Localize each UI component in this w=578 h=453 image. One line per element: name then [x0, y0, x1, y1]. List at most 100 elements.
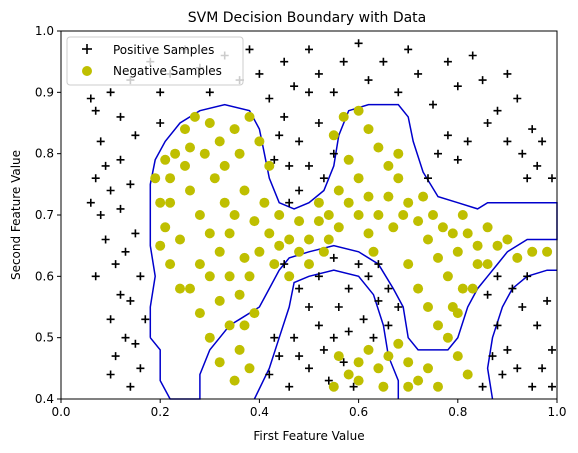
negative-sample-point-37	[383, 191, 394, 202]
positive-sample-point-96	[305, 364, 313, 373]
positive-sample-point-27	[131, 131, 140, 140]
negative-sample-point-5	[175, 283, 185, 294]
negative-sample-point-81	[185, 283, 195, 294]
legend-box	[66, 36, 244, 86]
negative-sample-point-13	[229, 124, 240, 135]
positive-sample-point-78	[285, 161, 294, 170]
negative-sample-point-98	[353, 357, 364, 368]
positive-sample-point-102	[364, 272, 373, 281]
positive-sample-point-4	[91, 174, 100, 183]
negative-sample-point-29	[304, 234, 314, 245]
positive-sample-point-89	[295, 284, 304, 293]
positive-sample-point-90	[305, 303, 313, 311]
negative-sample-point-85	[175, 234, 185, 245]
negative-sample-point-66	[373, 142, 384, 153]
negative-sample-point-74	[224, 320, 235, 331]
negative-sample-point-26	[274, 210, 285, 220]
negative-sample-point-54	[413, 283, 424, 294]
y-tick-label-4: 0.8	[35, 147, 54, 161]
positive-sample-point-72	[523, 174, 532, 183]
positive-sample-point-111	[384, 284, 393, 293]
negative-sample-point-46	[472, 240, 483, 251]
negative-sample-point-32	[333, 222, 344, 233]
positive-sample-point-8	[101, 235, 110, 244]
negative-sample-point-114	[482, 259, 493, 270]
positive-sample-point-132	[548, 382, 556, 391]
y-tick-label-6: 1.0	[35, 24, 54, 38]
negative-sample-point-110	[403, 381, 414, 392]
negative-sample-point-75	[234, 344, 245, 355]
positive-sample-point-54	[429, 100, 437, 109]
positive-sample-point-82	[295, 186, 304, 195]
negative-sample-point-124	[239, 252, 250, 263]
negative-sample-point-59	[462, 369, 473, 380]
negative-sample-point-16	[264, 160, 275, 171]
negative-sample-point-125	[274, 240, 285, 251]
y-tick-label-5: 0.9	[35, 85, 54, 99]
negative-sample-point-67	[383, 160, 394, 171]
negative-sample-point-127	[318, 246, 329, 257]
negative-sample-point-133	[437, 222, 448, 233]
positive-sample-point-107	[344, 327, 353, 336]
negative-sample-point-42	[433, 252, 443, 263]
positive-sample-point-88	[280, 260, 289, 269]
negative-sample-point-99	[363, 344, 374, 355]
positive-sample-point-113	[374, 260, 383, 269]
y-tick-label-1: 0.5	[35, 331, 54, 345]
negative-samples-series	[150, 105, 553, 392]
positive-sample-point-3	[101, 161, 110, 170]
legend-label-negative: Negative Samples	[113, 64, 222, 78]
negative-sample-point-51	[527, 246, 538, 257]
positive-sample-point-40	[255, 69, 264, 78]
negative-sample-point-80	[194, 308, 205, 319]
positive-sample-point-126	[518, 303, 527, 311]
positive-sample-point-12	[106, 315, 115, 324]
negative-sample-point-18	[194, 210, 205, 220]
negative-sample-point-61	[457, 283, 468, 294]
negative-sample-point-79	[204, 332, 215, 343]
negative-sample-point-23	[244, 271, 255, 282]
positive-sample-point-125	[533, 321, 542, 330]
positive-sample-point-114	[314, 272, 323, 281]
chart-title: SVM Decision Boundary with Data	[188, 10, 427, 26]
positive-sample-point-131	[543, 296, 552, 305]
negative-sample-point-122	[160, 154, 171, 165]
positive-sample-point-109	[339, 358, 348, 367]
x-tick-label-4: 0.8	[448, 405, 467, 419]
negative-sample-point-115	[313, 197, 324, 208]
negative-sample-point-43	[442, 271, 453, 282]
negative-sample-point-6	[170, 148, 181, 159]
negative-sample-point-49	[502, 234, 513, 245]
negative-sample-point-4	[165, 259, 176, 270]
positive-sample-point-28	[116, 112, 125, 121]
negative-sample-point-36	[373, 210, 384, 220]
negative-sample-point-73	[214, 295, 225, 306]
positive-sample-point-77	[305, 161, 313, 170]
y-axis-label: Second Feature Value	[9, 150, 23, 280]
negative-sample-point-10	[214, 136, 225, 147]
positive-sample-point-68	[453, 155, 462, 164]
positive-sample-point-81	[305, 88, 313, 97]
positive-sample-point-64	[518, 149, 527, 158]
x-tick-label-2: 0.4	[250, 405, 269, 419]
negative-sample-point-94	[249, 308, 260, 319]
negative-sample-point-120	[185, 142, 195, 153]
positive-sample-point-130	[488, 352, 497, 361]
positive-sample-point-7	[86, 198, 95, 207]
negative-sample-point-53	[403, 259, 414, 270]
negative-sample-point-14	[244, 111, 255, 122]
positive-sample-point-76	[295, 137, 304, 146]
negative-sample-point-30	[313, 216, 324, 227]
negative-sample-point-84	[239, 185, 250, 196]
legend: Positive Samples Negative Samples	[66, 36, 244, 86]
negative-sample-point-0	[150, 173, 161, 184]
negative-sample-point-52	[542, 246, 553, 257]
legend-marker-negative	[82, 66, 92, 76]
positive-sample-point-73	[533, 161, 542, 170]
positive-sample-point-42	[280, 57, 289, 66]
positive-sample-point-118	[483, 290, 492, 299]
negative-sample-point-17	[185, 185, 195, 196]
positive-sample-point-6	[96, 211, 105, 219]
positive-sample-point-86	[270, 155, 279, 164]
